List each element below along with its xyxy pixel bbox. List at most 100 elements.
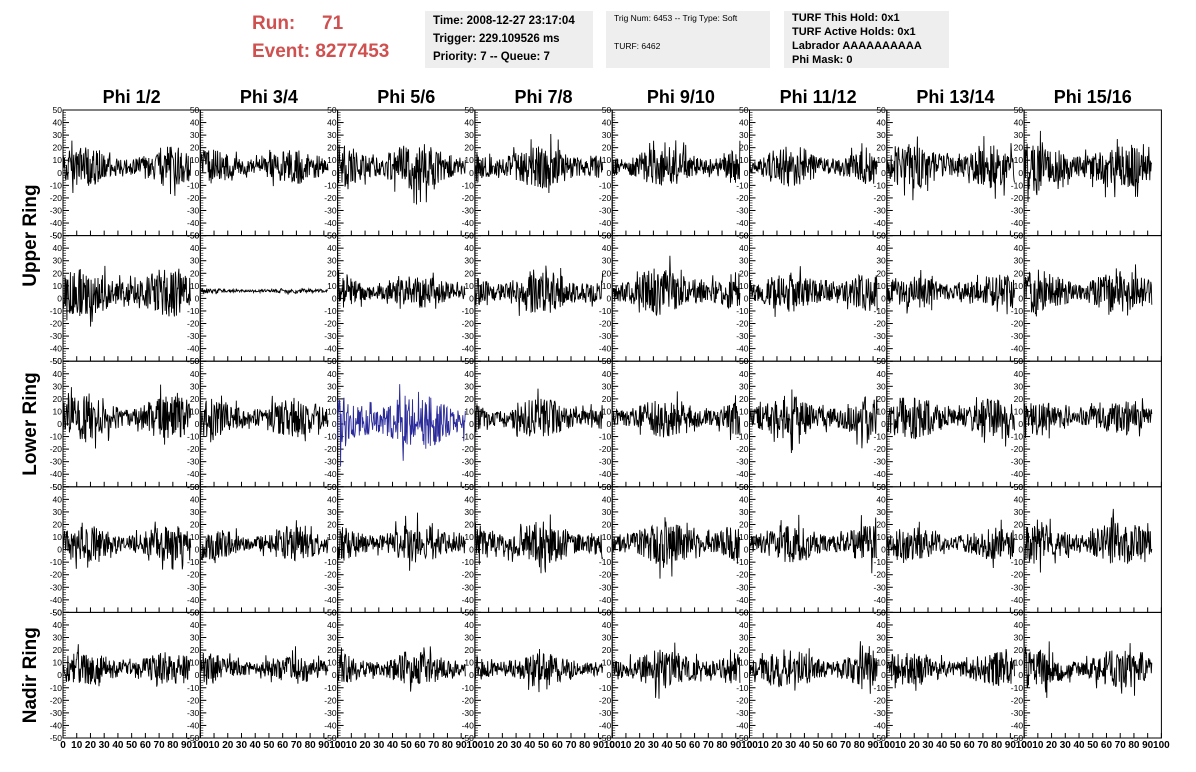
y-tick-label: 50	[53, 356, 63, 366]
x-tick-label: 30	[1060, 740, 1072, 751]
y-tick-label: 40	[602, 243, 612, 253]
y-tick-label: -50	[874, 733, 887, 743]
y-tick-label: -10	[874, 180, 887, 190]
y-tick-label: 20	[876, 394, 886, 404]
y-tick-label: 10	[1014, 532, 1024, 542]
x-tick-label: 60	[1101, 740, 1113, 751]
y-tick-label: -30	[1011, 457, 1024, 467]
y-tick-label: 40	[327, 243, 337, 253]
y-tick-label: 30	[53, 256, 63, 266]
y-tick-label: 40	[53, 243, 63, 253]
y-tick-label: 20	[53, 143, 63, 153]
x-tick-label: 100	[878, 740, 895, 751]
y-tick-label: 50	[327, 231, 337, 241]
x-tick-label: 30	[785, 740, 797, 751]
y-tick-label: 0	[469, 545, 474, 555]
x-tick-label: 90	[456, 740, 468, 751]
y-tick-label: -10	[187, 683, 200, 693]
y-tick-label: 0	[606, 545, 611, 555]
y-tick-label: 50	[602, 356, 612, 366]
y-tick-label: 30	[53, 507, 63, 517]
y-tick-label: 0	[744, 293, 749, 303]
y-tick-label: -40	[324, 469, 337, 479]
y-tick-label: -40	[599, 595, 612, 605]
panel-r4-c1: -50 -40 -30 -20 -10 0 10 20 30 40 50	[50, 482, 201, 617]
x-tick-label: 100	[467, 740, 484, 751]
x-tick-label: 20	[222, 740, 234, 751]
y-tick-label: -30	[736, 708, 749, 718]
y-tick-label: 20	[464, 519, 474, 529]
y-tick-label: 50	[53, 607, 63, 617]
y-tick-label: 50	[327, 482, 337, 492]
y-tick-label: 10	[53, 406, 63, 416]
y-tick-label: 50	[739, 231, 749, 241]
x-tick-label: 10	[1032, 740, 1044, 751]
y-tick-label: -40	[599, 469, 612, 479]
x-tick-label: 40	[250, 740, 262, 751]
y-tick-label: 10	[327, 406, 337, 416]
y-tick-label: -30	[736, 331, 749, 341]
y-tick-label: 30	[602, 130, 612, 140]
y-tick-label: -50	[462, 733, 475, 743]
y-tick-label: 40	[464, 620, 474, 630]
y-tick-label: -40	[324, 720, 337, 730]
y-tick-label: -50	[187, 733, 200, 743]
y-tick-label: 30	[53, 130, 63, 140]
y-tick-label: 20	[1014, 519, 1024, 529]
y-tick-label: 10	[1014, 406, 1024, 416]
y-tick-label: -20	[1011, 444, 1024, 454]
x-tick-label: 20	[771, 740, 783, 751]
y-tick-label: -10	[874, 306, 887, 316]
y-tick-label: -30	[324, 205, 337, 215]
y-tick-label: -20	[874, 444, 887, 454]
y-tick-label: -10	[1011, 557, 1024, 567]
y-tick-label: 20	[190, 143, 200, 153]
y-tick-label: -20	[324, 319, 337, 329]
y-tick-label: 50	[53, 231, 63, 241]
y-tick-label: 0	[332, 168, 337, 178]
x-tick-label: 20	[85, 740, 97, 751]
y-tick-label: -10	[1011, 180, 1024, 190]
y-tick-label: 40	[464, 494, 474, 504]
y-tick-label: 30	[739, 130, 749, 140]
y-tick-label: 20	[464, 394, 474, 404]
y-tick-label: 30	[190, 130, 200, 140]
y-tick-label: 30	[464, 633, 474, 643]
y-tick-label: 10	[876, 532, 886, 542]
y-tick-label: 30	[327, 130, 337, 140]
y-tick-label: 20	[1014, 268, 1024, 278]
x-tick-label: 20	[634, 740, 646, 751]
y-tick-label: -40	[599, 720, 612, 730]
y-tick-label: -40	[736, 469, 749, 479]
y-tick-label: -30	[599, 582, 612, 592]
y-tick-label: 10	[53, 155, 63, 165]
y-tick-label: 0	[881, 545, 886, 555]
y-tick-label: -20	[50, 319, 63, 329]
y-tick-label: -10	[50, 432, 63, 442]
y-tick-label: -20	[599, 193, 612, 203]
y-tick-label: 0	[195, 168, 200, 178]
x-tick-label: 30	[373, 740, 385, 751]
y-tick-label: 20	[327, 394, 337, 404]
y-tick-label: -50	[1011, 733, 1024, 743]
y-tick-label: 30	[190, 256, 200, 266]
y-tick-label: -50	[50, 231, 63, 241]
waveform-trace	[886, 269, 1015, 315]
y-tick-label: 50	[739, 356, 749, 366]
y-tick-label: 50	[464, 607, 474, 617]
waveform-trace	[337, 646, 466, 692]
x-tick-label: 80	[442, 740, 454, 751]
x-tick-label: 90	[1005, 740, 1017, 751]
y-tick-label: 40	[739, 494, 749, 504]
y-tick-label: -10	[187, 180, 200, 190]
waveform-trace	[749, 143, 878, 187]
waveform-trace	[886, 136, 1015, 201]
y-tick-label: -20	[874, 193, 887, 203]
waveform-trace	[474, 133, 604, 194]
y-tick-label: -40	[462, 344, 475, 354]
y-tick-label: 20	[53, 645, 63, 655]
y-tick-label: -40	[462, 469, 475, 479]
